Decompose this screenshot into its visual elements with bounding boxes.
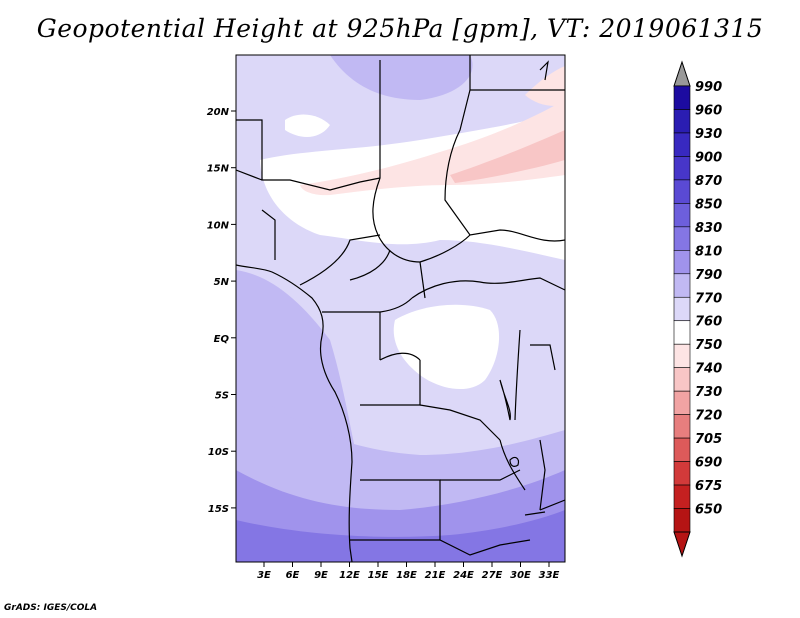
colorbar-level-label: 990 — [695, 80, 722, 95]
colorbar-swatch — [673, 437, 691, 462]
x-tick-label: 15E — [368, 570, 389, 581]
colorbar-level-label: 720 — [695, 409, 722, 424]
colorbar-swatch — [673, 320, 691, 345]
grads-credit: GrADS: IGES/COLA — [4, 603, 98, 613]
x-tick-label: 12E — [339, 570, 360, 581]
y-tick-label: 5S — [215, 391, 229, 402]
field-white-north-west — [285, 114, 330, 137]
y-tick-label: 10N — [207, 220, 230, 231]
colorbar-swatch — [673, 367, 691, 392]
colorbar-swatch — [673, 461, 691, 486]
colorbar-level-label: 900 — [695, 150, 722, 165]
field-south-darkest — [236, 510, 565, 562]
colorbar-swatch — [673, 250, 691, 275]
colorbar-swatch — [673, 296, 691, 322]
y-tick-label: 20N — [207, 107, 230, 118]
field-pink-core — [450, 130, 565, 183]
colorbar-swatch — [673, 414, 691, 439]
x-tick-label: 24E — [453, 570, 474, 581]
map-frame — [235, 54, 566, 563]
colorbar-level-label: 790 — [695, 268, 722, 283]
colorbar-swatch — [673, 132, 691, 157]
colorbar-swatch — [673, 85, 691, 110]
y-axis: 20N 15N 10N 5N EQ 5S 10S 15S — [207, 107, 236, 515]
x-tick-label: 27E — [482, 570, 503, 581]
colorbar-swatch — [673, 343, 691, 368]
y-tick-label: 5N — [214, 277, 230, 288]
colorbar-swatch — [673, 156, 691, 181]
colorbar-swatch — [673, 226, 691, 251]
colorbar-swatch — [673, 179, 691, 204]
x-tick-label: 18E — [396, 570, 417, 581]
x-tick-label: 30E — [510, 570, 531, 581]
colorbar-level-label: 930 — [695, 127, 722, 142]
colorbar-level-label: 850 — [695, 197, 722, 212]
colorbar-level-label: 770 — [695, 291, 722, 306]
colorbar-swatch — [673, 203, 691, 228]
colorbar-level-label: 960 — [695, 103, 722, 118]
x-tick-label: 3E — [257, 570, 271, 581]
country-borders — [236, 55, 565, 562]
x-tick-label: 33E — [539, 570, 560, 581]
colorbar-level-label: 740 — [695, 362, 722, 377]
colorbar-level-label: 650 — [695, 503, 722, 518]
x-tick-label: 21E — [425, 570, 446, 581]
colorbar: 990 960 930 900 870 850 830 810 790 770 760 750 740 7… — [673, 60, 722, 558]
colorbar-level-label: 730 — [695, 385, 722, 400]
colorbar-level-label: 690 — [695, 456, 722, 471]
x-axis: 3E 6E 9E 12E 15E 18E 21E 24E 27E 30E 33E — [257, 562, 560, 581]
colorbar-swatch — [673, 484, 691, 509]
colorbar-level-label: 760 — [695, 315, 722, 330]
y-tick-label: 15N — [207, 164, 230, 175]
field-pink-ne — [525, 66, 565, 106]
colorbar-level-label: 810 — [695, 244, 722, 259]
colorbar-level-label: 705 — [695, 432, 722, 447]
colorbar-swatch — [673, 109, 691, 134]
colorbar-swatch — [673, 273, 691, 298]
colorbar-level-label: 870 — [695, 174, 722, 189]
y-tick-label: 10S — [208, 447, 229, 458]
y-tick-label: EQ — [214, 334, 230, 345]
colorbar-swatch — [673, 390, 691, 415]
colorbar-bottom-arrow — [673, 531, 691, 558]
colorbar-swatch — [673, 508, 691, 533]
y-tick-label: 15S — [208, 504, 229, 515]
colorbar-level-label: 750 — [695, 338, 722, 353]
map-title: Geopotential Height at 925hPa [gpm], VT:… — [36, 14, 764, 43]
colorbar-level-label: 830 — [695, 221, 722, 236]
field-north-band — [330, 55, 473, 100]
height-field — [236, 55, 565, 562]
colorbar-top-arrow — [673, 60, 691, 87]
x-tick-label: 9E — [314, 570, 328, 581]
colorbar-level-label: 675 — [695, 479, 722, 494]
x-tick-label: 6E — [286, 570, 300, 581]
